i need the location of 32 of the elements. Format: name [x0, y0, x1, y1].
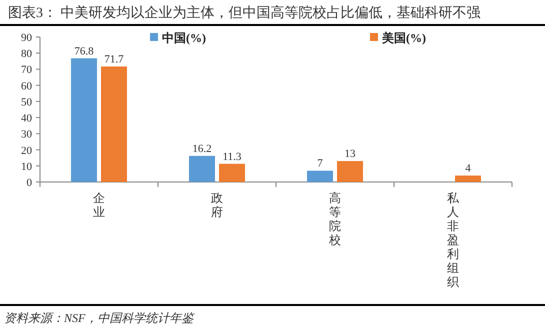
bar [219, 164, 245, 182]
legend-label: 中国(%) [162, 31, 206, 45]
y-tick-label: 40 [21, 112, 32, 125]
bar [71, 58, 97, 182]
bar [101, 66, 127, 182]
y-tick-label: 0 [26, 177, 32, 189]
bar [189, 156, 215, 182]
data-label: 16.2 [192, 142, 212, 155]
y-tick-label: 60 [21, 80, 32, 92]
data-label: 11.3 [222, 150, 242, 163]
chart-title: 图表3： 中美研发均以企业为主体，但中国高等院校占比偏低，基础科研不强 [8, 5, 480, 21]
y-tick-label: 80 [21, 48, 32, 60]
data-label: 71.7 [104, 53, 124, 66]
y-tick-label: 20 [21, 144, 32, 157]
y-tick-label: 50 [21, 96, 32, 108]
text: 资料来源：NSF，中国科学统计年鉴 [4, 311, 196, 325]
data-label: 4 [465, 162, 472, 175]
legend-label: 美国(%) [381, 31, 426, 45]
bar [307, 170, 333, 182]
bar [455, 176, 481, 182]
y-tick-label: 70 [21, 64, 32, 76]
x-tick-label: 高等院校 [328, 191, 341, 247]
x-tick-label: 政府 [211, 191, 223, 219]
y-tick-label: 30 [21, 128, 32, 141]
bar [337, 161, 363, 182]
y-tick-label: 90 [21, 32, 32, 44]
x-tick-label: 企业 [93, 191, 105, 219]
data-label: 76.8 [74, 45, 94, 58]
data-label: 13 [344, 148, 356, 160]
x-tick-label: 私人非盈利组织 [447, 191, 460, 289]
y-tick-label: 10 [21, 160, 32, 173]
data-label: 7 [317, 158, 324, 170]
